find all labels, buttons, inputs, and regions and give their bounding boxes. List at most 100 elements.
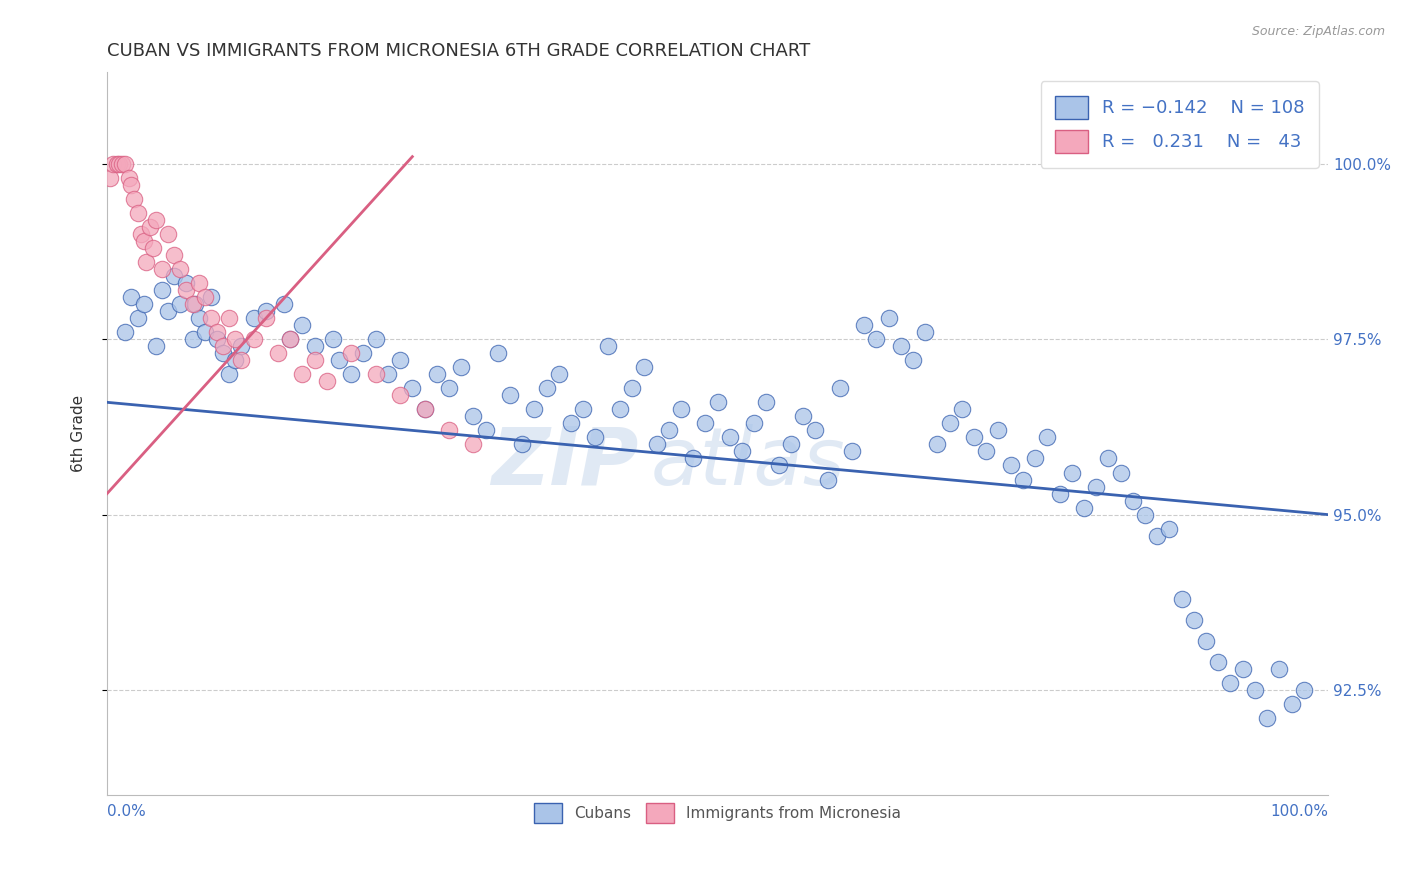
Point [389, 388, 412, 402]
Point [278, 332, 301, 346]
Point [224, 332, 246, 346]
Point [212, 346, 235, 360]
Point [437, 424, 460, 438]
Point [304, 339, 326, 353]
Point [142, 241, 165, 255]
Point [645, 437, 668, 451]
Point [1232, 662, 1254, 676]
Point [1219, 676, 1241, 690]
Point [101, 156, 124, 170]
Point [706, 395, 728, 409]
Point [1281, 697, 1303, 711]
Point [122, 192, 145, 206]
Point [865, 332, 887, 346]
Point [1097, 451, 1119, 466]
Point [682, 451, 704, 466]
Point [450, 360, 472, 375]
Point [224, 353, 246, 368]
Point [340, 368, 363, 382]
Point [1146, 529, 1168, 543]
Point [742, 417, 765, 431]
Point [132, 297, 155, 311]
Point [1073, 500, 1095, 515]
Point [1182, 613, 1205, 627]
Point [181, 332, 204, 346]
Point [108, 156, 131, 170]
Point [163, 248, 186, 262]
Point [242, 311, 264, 326]
Point [127, 311, 149, 326]
Point [853, 318, 876, 332]
Point [792, 409, 814, 424]
Point [1159, 522, 1181, 536]
Point [127, 206, 149, 220]
Point [426, 368, 449, 382]
Point [1109, 466, 1132, 480]
Legend: Cubans, Immigrants from Micronesia: Cubans, Immigrants from Micronesia [522, 790, 912, 835]
Point [132, 234, 155, 248]
Point [596, 339, 619, 353]
Point [145, 339, 167, 353]
Point [157, 304, 180, 318]
Point [1060, 466, 1083, 480]
Point [901, 353, 924, 368]
Point [1122, 493, 1144, 508]
Point [169, 262, 191, 277]
Point [389, 353, 412, 368]
Point [938, 417, 960, 431]
Point [633, 360, 655, 375]
Point [205, 325, 228, 339]
Point [1256, 711, 1278, 725]
Point [121, 178, 143, 192]
Point [1085, 479, 1108, 493]
Point [974, 444, 997, 458]
Text: 100.0%: 100.0% [1270, 804, 1329, 819]
Point [157, 227, 180, 241]
Point [779, 437, 801, 451]
Point [200, 311, 222, 326]
Point [242, 332, 264, 346]
Point [437, 381, 460, 395]
Point [322, 332, 344, 346]
Point [463, 437, 485, 451]
Point [176, 276, 198, 290]
Point [523, 402, 546, 417]
Point [963, 430, 986, 444]
Point [572, 402, 595, 417]
Point [304, 353, 326, 368]
Point [401, 381, 423, 395]
Text: 0.0%: 0.0% [107, 804, 146, 819]
Point [914, 325, 936, 339]
Point [105, 156, 128, 170]
Point [950, 402, 973, 417]
Point [291, 368, 314, 382]
Point [315, 374, 337, 388]
Point [254, 311, 277, 326]
Point [98, 170, 121, 185]
Point [353, 346, 375, 360]
Point [1206, 655, 1229, 669]
Point [1024, 451, 1046, 466]
Point [176, 283, 198, 297]
Point [212, 339, 235, 353]
Point [1195, 634, 1218, 648]
Point [150, 262, 173, 277]
Point [194, 325, 217, 339]
Point [1244, 683, 1267, 698]
Point [413, 402, 436, 417]
Point [114, 156, 136, 170]
Point [695, 417, 717, 431]
Point [169, 297, 191, 311]
Point [340, 346, 363, 360]
Point [669, 402, 692, 417]
Point [463, 409, 485, 424]
Point [111, 156, 134, 170]
Point [218, 311, 240, 326]
Point [267, 346, 290, 360]
Point [181, 297, 204, 311]
Point [1049, 486, 1071, 500]
Point [658, 424, 681, 438]
Point [121, 290, 143, 304]
Point [890, 339, 912, 353]
Point [1292, 683, 1315, 698]
